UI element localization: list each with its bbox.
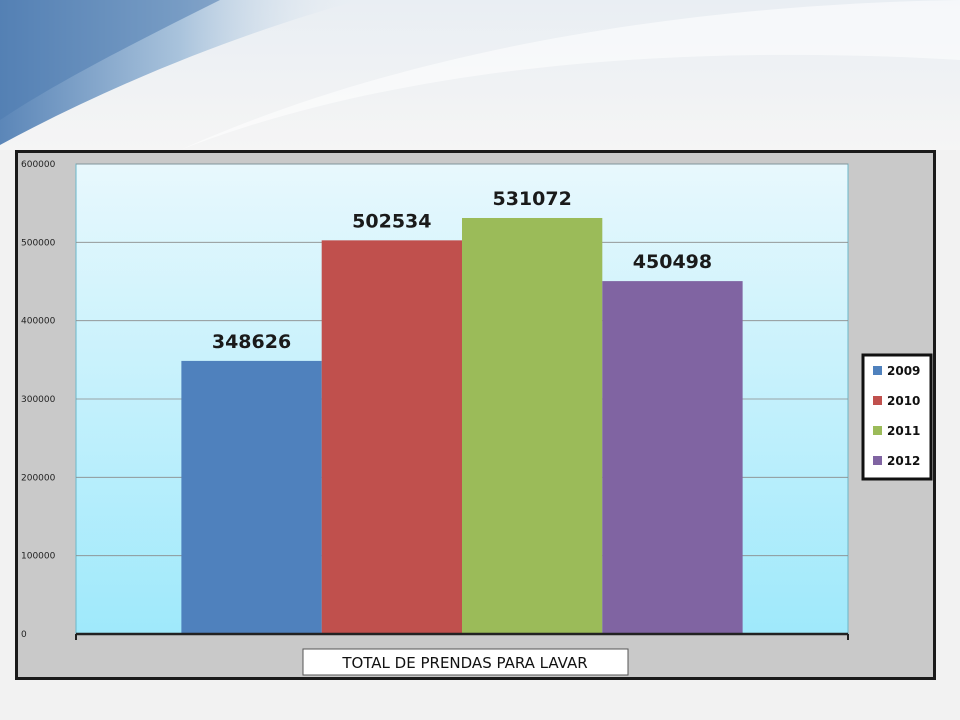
y-tick-label: 500000 [21, 238, 56, 248]
bar-2009 [181, 360, 322, 634]
legend-label-2010: 2010 [887, 394, 920, 408]
legend-label-2012: 2012 [887, 454, 920, 468]
data-label-2010: 502534 [352, 210, 431, 232]
bar-2011 [462, 217, 603, 634]
slide-header-decoration [0, 0, 960, 150]
bar-2010 [321, 240, 462, 634]
y-tick-label: 400000 [21, 317, 56, 327]
data-label-2011: 531072 [492, 188, 571, 210]
y-tick-label: 600000 [21, 160, 56, 170]
legend-label-2011: 2011 [887, 424, 920, 438]
data-label-2009: 348626 [212, 331, 291, 353]
bar-chart: 0 100000 200000 300000 400000 500000 600000 34… [21, 160, 933, 676]
bars [181, 217, 743, 634]
legend-label-2009: 2009 [887, 364, 920, 378]
data-labels: 348626 502534 531072 450498 [212, 188, 712, 353]
y-tick-label: 0 [21, 630, 27, 640]
y-tick-label: 200000 [21, 473, 56, 483]
axes: 0 100000 200000 300000 400000 500000 600000 [21, 160, 849, 640]
data-label-2012: 450498 [633, 251, 712, 273]
legend: 2009 2010 2011 2012 [861, 353, 933, 481]
legend-swatch-2011 [873, 426, 882, 435]
legend-swatch-2012 [873, 456, 882, 465]
y-tick-label: 100000 [21, 552, 56, 562]
bar-2012 [602, 281, 743, 634]
chart-frame: 0 100000 200000 300000 400000 500000 600000 34… [15, 150, 936, 680]
legend-swatch-2010 [873, 396, 882, 405]
y-tick-label: 300000 [21, 395, 56, 405]
legend-swatch-2009 [873, 366, 882, 375]
category-label-box: TOTAL DE PRENDAS PARA LAVAR [302, 648, 629, 676]
x-category-label: TOTAL DE PRENDAS PARA LAVAR [341, 654, 587, 672]
